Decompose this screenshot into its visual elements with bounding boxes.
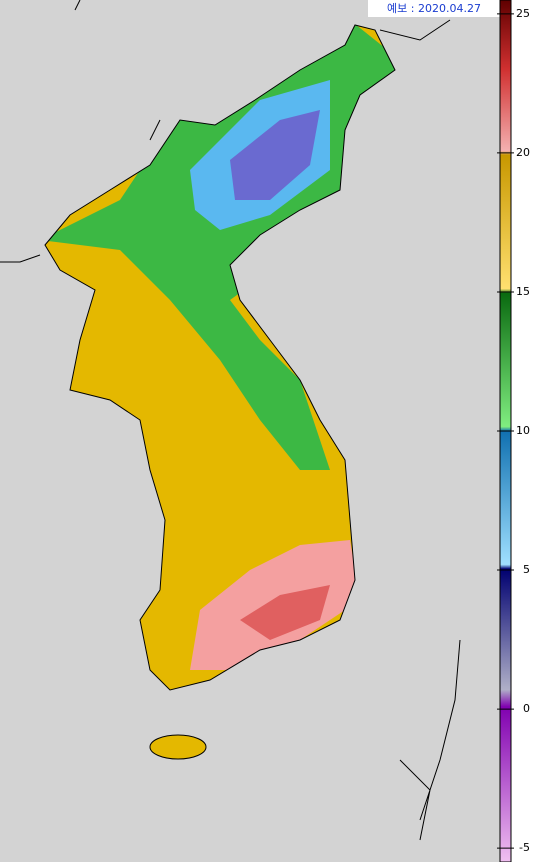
colorbar-tick-label: 25 (516, 7, 530, 20)
label-box (368, 0, 500, 17)
colorbar-tick-label: -5 (519, 841, 530, 854)
colorbar-tick-label: 15 (516, 285, 530, 298)
japan-coast (399, 639, 461, 841)
colorbar-tick-label: 10 (516, 424, 530, 437)
colorbar-tick-label: 0 (523, 702, 530, 715)
jeju-island (149, 734, 207, 760)
colorbar-tick-label: 5 (523, 563, 530, 576)
forecast-date: 예보 : 2020.04.27 (387, 2, 481, 15)
colorbar-tick-label: 20 (516, 146, 530, 159)
china-coast (0, 0, 451, 263)
